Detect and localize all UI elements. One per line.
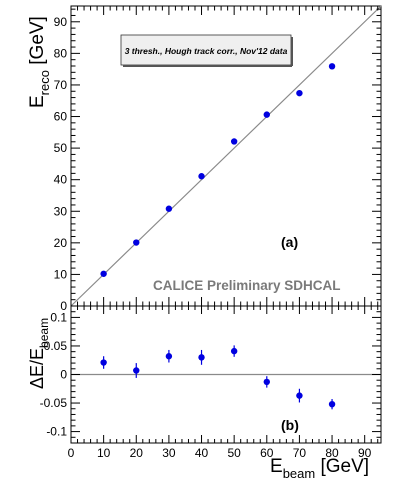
x-label-unit: [GeV] <box>315 456 369 477</box>
top-y-tick-label: 70 <box>54 78 68 92</box>
top-data-point <box>328 63 336 70</box>
top-y-tick-label: 90 <box>54 15 68 29</box>
top-y-tick-label: 30 <box>54 204 68 218</box>
top-panel-label: (a) <box>281 234 298 250</box>
bottom-data-point <box>133 367 140 374</box>
bottom-panel: -0.1 -0.05 0 0.05 0.1 0 10 20 30 40 50 60 70 80 90 (b… <box>27 305 382 481</box>
top-data-point <box>198 173 205 180</box>
bottom-x-tick-label: 30 <box>162 446 176 460</box>
top-y-tick-label: 40 <box>54 173 68 187</box>
top-y-label-main: E <box>27 95 48 108</box>
top-data-point <box>100 270 107 277</box>
top-y-axis-label: Ereco [GeV] <box>27 16 52 108</box>
top-y-axis-ticks <box>71 8 381 307</box>
top-data-point <box>263 111 270 118</box>
bottom-x-tick-label: 60 <box>260 446 274 460</box>
x-label-sub: beam <box>283 466 316 481</box>
top-y-tick-label: 0 <box>60 299 67 313</box>
bottom-x-axis-tick-labels: 0 10 20 30 40 50 60 70 80 90 <box>68 446 372 460</box>
top-data-point <box>165 205 173 212</box>
bottom-x-tick-label: 20 <box>130 446 144 460</box>
bottom-y-axis-tick-labels: -0.1 -0.05 0 0.05 0.1 <box>40 310 68 438</box>
bottom-y-label-sub: beam <box>37 318 51 348</box>
bottom-data-point <box>328 400 336 408</box>
top-y-tick-label: 20 <box>54 236 68 250</box>
top-panel: 0 10 20 30 40 50 60 70 80 90 3 thresh., Hough tra… <box>27 5 382 313</box>
bottom-x-tick-label: 80 <box>325 446 339 460</box>
top-y-tick-label: 60 <box>54 110 68 124</box>
top-x-axis-ticks <box>70 6 379 306</box>
bottom-x-tick-label: 10 <box>97 446 111 460</box>
top-y-axis-tick-labels: 0 10 20 30 40 50 60 70 80 90 <box>54 15 68 313</box>
x-label-main: E <box>270 456 283 477</box>
top-y-label-sub: reco <box>37 70 52 95</box>
x-axis-label: Ebeam [GeV] <box>270 456 369 481</box>
info-box-text: 3 thresh., Hough track corr., Nov'12 dat… <box>125 46 288 56</box>
bottom-data-points <box>100 345 336 410</box>
bottom-y-tick-label: 0.1 <box>50 310 67 324</box>
bottom-x-tick-label: 40 <box>195 446 209 460</box>
bottom-data-point <box>165 353 173 360</box>
bottom-y-tick-label: -0.05 <box>40 396 68 410</box>
top-y-label-unit: [GeV] <box>27 16 48 70</box>
watermark-text: CALICE Preliminary SDHCAL <box>153 278 341 293</box>
bottom-y-tick-label: 0 <box>60 368 67 382</box>
bottom-data-point <box>263 378 270 386</box>
bottom-data-point <box>100 359 107 366</box>
bottom-x-tick-label: 70 <box>293 446 307 460</box>
bottom-y-label-main: ΔE/E <box>27 348 47 389</box>
top-reference-line <box>70 5 382 307</box>
top-data-point <box>230 138 238 145</box>
bottom-y-tick-label: -0.1 <box>46 425 67 439</box>
bottom-panel-label: (b) <box>281 417 299 433</box>
top-data-point <box>296 89 303 97</box>
bottom-data-point <box>198 354 205 361</box>
top-y-tick-label: 50 <box>54 141 68 155</box>
bottom-data-point <box>230 347 238 355</box>
bottom-y-tick-label: 0.05 <box>44 339 68 353</box>
top-data-points <box>100 63 336 277</box>
bottom-x-tick-label: 90 <box>358 446 372 460</box>
bottom-x-tick-label: 50 <box>227 446 241 460</box>
bottom-x-tick-label: 0 <box>68 446 75 460</box>
bottom-data-point <box>296 392 303 399</box>
top-y-tick-label: 80 <box>54 46 68 60</box>
top-y-tick-label: 10 <box>54 267 68 281</box>
top-data-point <box>133 239 140 246</box>
bottom-x-axis-ticks <box>70 306 379 443</box>
info-box <box>120 34 292 66</box>
bottom-y-axis-label: ΔE/Ebeam <box>27 318 51 389</box>
